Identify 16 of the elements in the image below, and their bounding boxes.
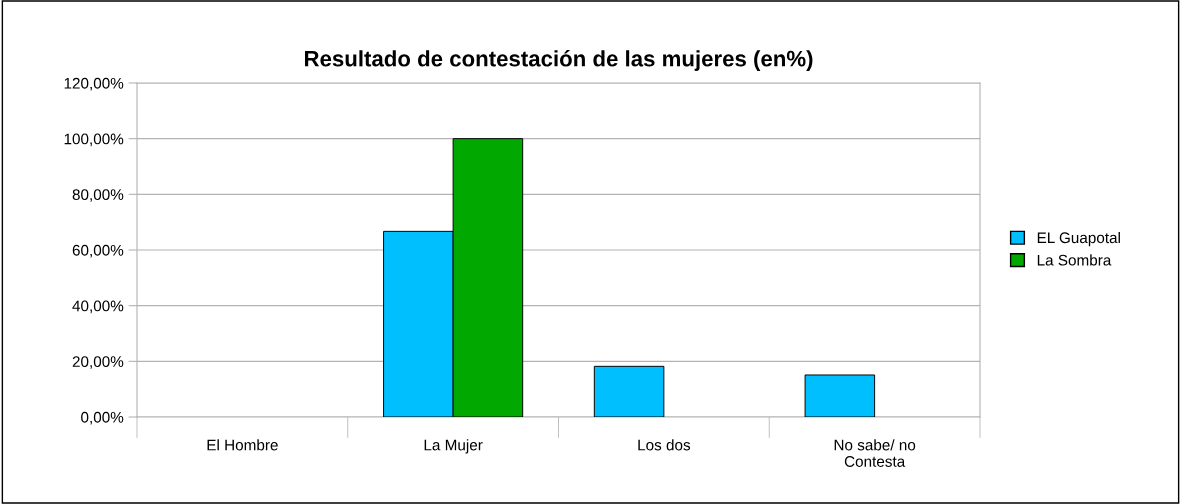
y-tick-label: 20,00% [72, 356, 124, 369]
legend-label: EL Guapotal [1037, 231, 1120, 247]
legend-label: La Sombra [1037, 254, 1112, 266]
chart-title: Resultado de contestación de las mujeres (en%) [305, 50, 813, 71]
y-tick-label: 40,00% [72, 300, 124, 314]
bar [593, 365, 665, 417]
y-tick-label: 60,00% [72, 244, 124, 258]
x-tick-label: La Mujer [424, 439, 483, 454]
y-tick-label: 100,00% [64, 133, 124, 147]
y-tick-label: 0,00% [81, 411, 124, 425]
x-tick-label: No sabe/ no Contesta [834, 439, 916, 467]
x-tick-label: Los dos [638, 439, 691, 451]
x-tick-label: El Hombre [207, 439, 278, 451]
y-tick-label: 120,00% [64, 77, 124, 91]
bar [804, 374, 876, 417]
y-tick-label: 80,00% [72, 189, 124, 202]
